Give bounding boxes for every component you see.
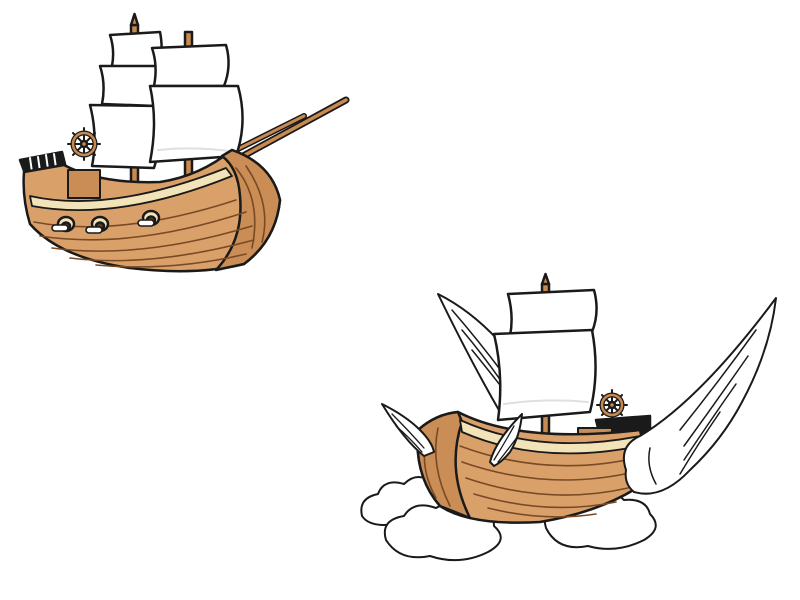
cannon-ports xyxy=(51,209,161,234)
hull-planks xyxy=(423,427,637,518)
sails xyxy=(492,288,598,422)
sail xyxy=(88,103,161,170)
deck-trim xyxy=(29,167,233,212)
bowsprit xyxy=(228,96,350,166)
cabin xyxy=(67,169,101,199)
sail xyxy=(150,43,230,88)
wing-icon xyxy=(489,413,523,467)
wing-icon xyxy=(622,297,777,495)
sailing-ship xyxy=(18,12,350,273)
rear-sails xyxy=(88,30,163,170)
helm-wheel-icon xyxy=(67,127,101,161)
flying-ship xyxy=(360,272,777,562)
sail xyxy=(506,288,598,338)
hull-planks xyxy=(33,165,266,268)
front-sails xyxy=(148,43,244,164)
helm-wheel-icon xyxy=(596,389,628,421)
sail xyxy=(492,328,597,422)
cannon-port xyxy=(137,209,161,227)
bow xyxy=(214,148,282,272)
wing-icon xyxy=(381,403,435,457)
bow xyxy=(416,410,472,520)
cannon-port xyxy=(85,215,110,234)
cannon-port xyxy=(51,215,76,233)
